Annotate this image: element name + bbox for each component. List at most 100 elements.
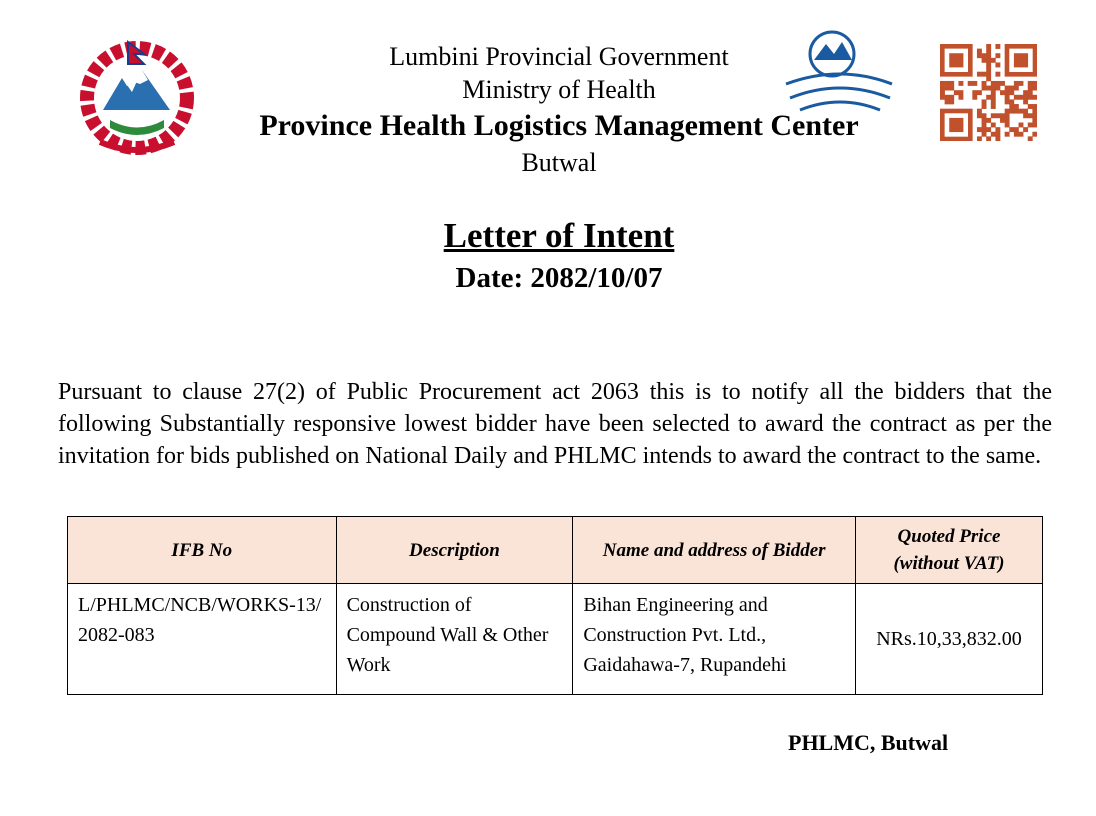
qr-module: [949, 99, 955, 105]
letter-date: Date: 2082/10/07: [455, 262, 663, 294]
qr-module: [990, 122, 996, 128]
qr-module: [1004, 108, 1010, 114]
qr-module: [981, 57, 987, 63]
province-logo: [785, 30, 893, 112]
qr-module: [990, 57, 996, 63]
qr-module: [981, 85, 987, 91]
qr-module: [944, 99, 950, 105]
qr-module: [1018, 131, 1024, 137]
qr-module: [1009, 85, 1015, 91]
qr-module: [995, 113, 1001, 119]
qr-module: [976, 113, 982, 119]
qr-module: [949, 85, 955, 91]
qr-module: [986, 44, 992, 49]
qr-module: [1009, 104, 1015, 109]
qr-module: [1027, 122, 1033, 128]
data-row: L/PHLMC/NCB/WORKS-13/2082-083 Constructi…: [67, 583, 1043, 695]
qr-module: [986, 62, 992, 68]
qr-module: [944, 80, 950, 86]
center-name: Province Health Logistics Management Cen…: [259, 109, 859, 142]
letter-title: Letter of Intent: [443, 216, 675, 255]
cell: L/PHLMC/NCB/WORKS-13/2082-083: [67, 583, 337, 695]
qr-module: [944, 94, 950, 100]
qr-module: [986, 53, 992, 59]
qr-module: [981, 80, 987, 86]
qr-module: [1032, 104, 1037, 109]
qr-module: [976, 53, 982, 59]
qr-module: [958, 90, 964, 96]
qr-module: [986, 94, 992, 100]
qr-module: [940, 94, 945, 100]
qr-module: [990, 94, 996, 100]
cell: Bihan Engineering and Construction Pvt. …: [572, 583, 856, 695]
column-header: IFB No: [67, 516, 337, 584]
award-table: IFB No Description Name and address of B…: [67, 516, 1043, 695]
qr-module: [1004, 99, 1010, 105]
qr-module: [958, 80, 964, 86]
cell: Construction of Compound Wall & Other Wo…: [335, 583, 574, 695]
qr-module: [981, 99, 987, 105]
qr-module: [1032, 131, 1037, 137]
qr-module: [1032, 80, 1037, 86]
qr-module: [949, 53, 964, 68]
qr-module: [972, 90, 978, 96]
qr-module: [1018, 94, 1024, 100]
qr-module: [1032, 122, 1037, 128]
qr-module: [940, 85, 945, 91]
qr-module: [976, 136, 982, 141]
qr-module: [1013, 127, 1019, 133]
qr-module: [1032, 117, 1037, 123]
qr-module: [944, 85, 950, 91]
qr-module: [1004, 113, 1010, 119]
emblem: [80, 40, 194, 155]
qr-module: [1000, 90, 1005, 96]
qr-module: [995, 53, 1001, 59]
qr-module: [990, 131, 996, 137]
qr-module: [1009, 90, 1015, 96]
cell: NRs.10,33,832.00: [855, 583, 1043, 695]
qr-module: [1000, 117, 1005, 123]
qr-module: [1018, 122, 1024, 128]
qr-module: [1009, 99, 1015, 105]
qr-module: [1004, 94, 1010, 100]
qr-module: [981, 122, 987, 128]
qr-module: [1004, 117, 1010, 123]
qr-module: [986, 85, 992, 91]
qr-module: [1032, 113, 1037, 119]
header-line: Ministry of Health: [462, 75, 656, 104]
qr-module: [967, 80, 973, 86]
qr-module: [972, 80, 978, 86]
qr-module: [986, 48, 992, 54]
qr-module: [1000, 113, 1005, 119]
qr-module: [1013, 80, 1019, 86]
qr-module: [986, 136, 992, 141]
qr-module: [1023, 127, 1029, 133]
qr-module: [953, 90, 959, 96]
qr-module: [990, 113, 996, 119]
qr-module: [1023, 90, 1029, 96]
column-header: Name and address of Bidder: [572, 516, 856, 584]
qr-module: [976, 108, 982, 114]
qr-module: [1018, 80, 1024, 86]
signature: PHLMC, Butwal: [788, 730, 949, 755]
qr-module: [976, 71, 982, 77]
qr-module: [1004, 90, 1010, 96]
qr-module: [949, 117, 964, 133]
qr-module: [1009, 108, 1015, 114]
qr-module: [1013, 85, 1019, 91]
qr-module: [1032, 108, 1037, 114]
qr-module: [990, 85, 996, 91]
qr-module: [1004, 85, 1010, 91]
qr-module: [1004, 122, 1010, 128]
qr-module: [995, 71, 1001, 77]
qr-module: [986, 76, 992, 82]
qr-module: [995, 127, 1001, 133]
qr-module: [1027, 94, 1033, 100]
header-row: IFB No Description Name and address of B…: [67, 516, 1043, 584]
qr-module: [1027, 136, 1033, 141]
column-header: Quoted Price (without VAT): [855, 516, 1043, 584]
qr-module: [986, 117, 992, 123]
qr-module: [1023, 99, 1029, 105]
qr-module: [1027, 80, 1033, 86]
qr-module: [976, 48, 982, 54]
